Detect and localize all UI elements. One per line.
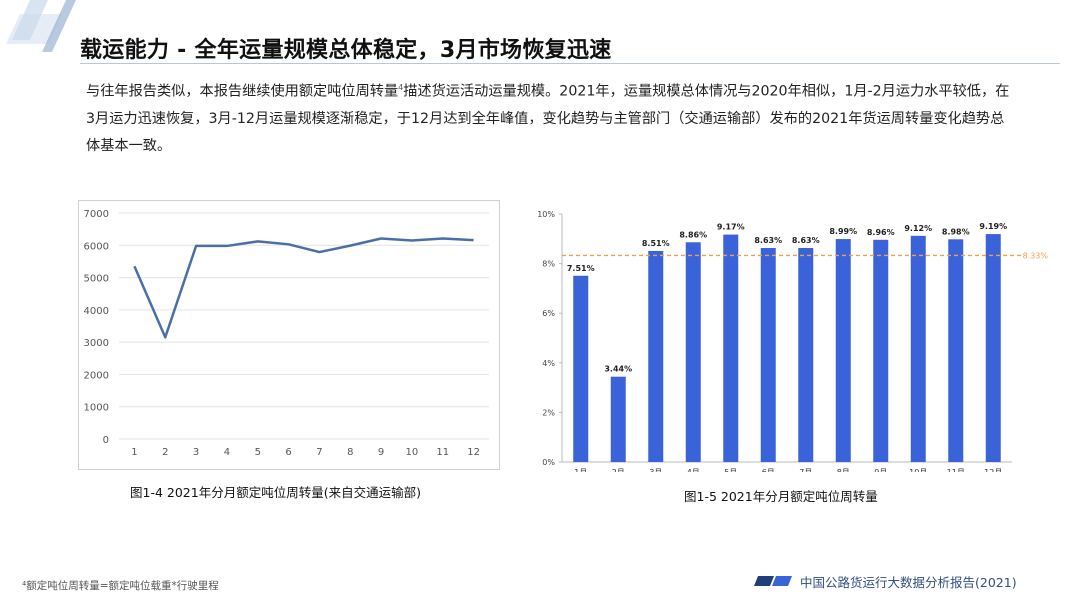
bar-value-label: 3.44% xyxy=(604,365,632,374)
bar xyxy=(910,235,926,462)
intro-text-end: 描述货运活动运量规模。2021年，运量规模总体情况与2020年相似，1月-2月运… xyxy=(86,83,1010,154)
intro-footnote-mark: 4 xyxy=(398,83,404,92)
bar xyxy=(835,239,851,462)
x-tick-label: 9月 xyxy=(874,468,887,472)
line-chart-panel: 0 1000 2000 3000 4000 5000 6000 7000 1 2 3 4 5 6 7 8 9 10… xyxy=(78,200,500,470)
corner-decoration xyxy=(6,0,76,52)
x-tick-label: 2 xyxy=(162,447,168,458)
y-tick-label: 10% xyxy=(537,210,555,219)
bar-value-label: 8.63% xyxy=(792,236,820,245)
x-tick-label: 7 xyxy=(316,447,322,458)
bar-value-label: 8.63% xyxy=(754,236,782,245)
series-line xyxy=(133,237,474,339)
footer-report-title: 中国公路货运行大数据分析报告(2021) xyxy=(800,575,1017,590)
x-tick-label: 6月 xyxy=(762,468,775,472)
x-tick-label: 1 xyxy=(131,447,137,458)
bar xyxy=(723,234,739,462)
bar-value-label: 8.98% xyxy=(942,227,970,236)
bar-value-label: 9.12% xyxy=(904,224,932,233)
bar xyxy=(985,234,1001,462)
bar-chart: 0% 2% 4% 6% 8% 10% 7.51% 1月 3.44% 2月 8.51% 3月 8.86% 4… xyxy=(537,210,1048,472)
x-tick-label: 8 xyxy=(347,447,353,458)
x-tick-label: 1月 xyxy=(574,468,587,472)
x-tick-label: 5 xyxy=(255,447,261,458)
intro-paragraph: 与往年报告类似，本报告继续使用额定吨位周转量4描述货运活动运量规模。2021年，… xyxy=(86,74,1016,160)
y-tick-label: 1000 xyxy=(84,403,109,414)
bar xyxy=(873,239,889,462)
bar-value-label: 8.99% xyxy=(829,227,857,236)
x-tick-label: 9 xyxy=(378,447,384,458)
reference-label: 8.33% xyxy=(1023,251,1048,260)
bar xyxy=(648,250,664,462)
y-tick-label: 4000 xyxy=(84,306,109,317)
y-tick-label: 6000 xyxy=(84,241,109,252)
bar-value-label: 8.96% xyxy=(867,228,895,237)
bar-value-label: 7.51% xyxy=(567,264,595,273)
y-tick-label: 4% xyxy=(542,359,555,368)
x-tick-label: 4 xyxy=(224,447,230,458)
bar xyxy=(798,247,814,462)
x-tick-label: 8月 xyxy=(837,468,850,472)
bar-value-label: 9.17% xyxy=(717,223,745,232)
x-tick-label: 7月 xyxy=(799,468,812,472)
x-tick-label: 4月 xyxy=(687,468,700,472)
x-tick-label: 12 xyxy=(467,447,480,458)
y-tick-label: 8% xyxy=(542,260,555,269)
bar xyxy=(948,239,964,462)
x-tick-label: 10 xyxy=(406,447,419,458)
line-chart-caption: 图1-4 2021年分月额定吨位周转量(来自交通运输部) xyxy=(130,485,421,500)
y-tick-label: 5000 xyxy=(84,274,109,285)
bar xyxy=(760,247,776,462)
intro-text-start: 与往年报告类似，本报告继续使用额定吨位周转量 xyxy=(86,83,399,100)
x-tick-label: 10月 xyxy=(909,468,927,472)
y-tick-label: 3000 xyxy=(84,338,109,349)
title-divider xyxy=(80,63,1060,64)
y-tick-label: 7000 xyxy=(84,209,109,220)
footnote: ⁴额定吨位周转量=额定吨位载重*行驶里程 xyxy=(22,580,219,592)
bar xyxy=(610,376,626,462)
slide-title: 载运能力 - 全年运量规模总体稳定，3月市场恢复迅速 xyxy=(80,38,612,63)
bar-value-label: 8.86% xyxy=(679,230,707,239)
bar-chart-caption: 图1-5 2021年分月额定吨位周转量 xyxy=(684,489,878,504)
y-tick-label: 0 xyxy=(103,435,109,446)
bar-value-label: 8.51% xyxy=(642,239,670,248)
x-tick-label: 2月 xyxy=(612,468,625,472)
x-tick-label: 3月 xyxy=(649,468,662,472)
y-tick-label: 2000 xyxy=(84,370,109,381)
report-logo-icon xyxy=(754,576,792,586)
bar xyxy=(573,275,589,462)
y-tick-label: 0% xyxy=(542,458,555,467)
y-tick-label: 6% xyxy=(542,309,555,318)
x-tick-label: 12月 xyxy=(984,468,1002,472)
x-tick-label: 3 xyxy=(193,447,199,458)
bar-value-label: 9.19% xyxy=(979,222,1007,231)
x-tick-label: 5月 xyxy=(724,468,737,472)
x-tick-label: 11月 xyxy=(947,468,965,472)
y-tick-label: 2% xyxy=(542,408,555,417)
bar xyxy=(685,242,701,462)
x-tick-label: 11 xyxy=(436,447,449,458)
x-tick-label: 6 xyxy=(285,447,291,458)
